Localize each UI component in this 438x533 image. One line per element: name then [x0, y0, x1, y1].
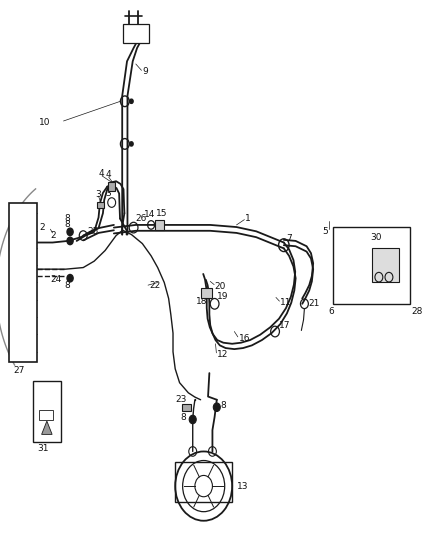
Text: 28: 28	[412, 308, 423, 316]
Bar	[333, 227, 410, 304]
Text: 11: 11	[280, 298, 292, 307]
Text: 22: 22	[149, 281, 160, 289]
Text: 15: 15	[155, 209, 167, 217]
Circle shape	[130, 99, 133, 103]
Text: 9: 9	[142, 68, 148, 76]
Text: 4: 4	[99, 169, 104, 177]
Circle shape	[67, 274, 73, 282]
Text: 25: 25	[88, 228, 99, 236]
Text: 16: 16	[239, 334, 250, 343]
Text: 29: 29	[390, 265, 401, 273]
Text: 31: 31	[37, 445, 49, 453]
Text: 3: 3	[95, 190, 101, 199]
Text: 8: 8	[64, 221, 70, 229]
Text: 19: 19	[217, 293, 229, 301]
Text: 7: 7	[286, 234, 292, 243]
Text: 8: 8	[180, 414, 186, 422]
Text: 5: 5	[323, 228, 328, 236]
Text: 2: 2	[39, 223, 45, 231]
Bar	[97, 202, 104, 208]
Circle shape	[67, 237, 73, 245]
Bar	[182, 404, 191, 411]
Text: 3: 3	[105, 189, 111, 198]
Bar	[201, 288, 212, 298]
Text: 8: 8	[220, 401, 226, 409]
Bar	[33, 381, 61, 442]
Text: 17: 17	[279, 321, 291, 329]
Text: 30: 30	[370, 233, 381, 241]
Text: 10: 10	[39, 118, 51, 127]
Text: 12: 12	[217, 350, 228, 359]
Text: 2: 2	[50, 231, 56, 240]
Text: 21: 21	[308, 300, 319, 308]
Text: 20: 20	[215, 282, 226, 290]
Text: 8: 8	[65, 214, 71, 223]
Bar	[372, 248, 399, 282]
Text: 8: 8	[64, 281, 70, 289]
Text: 18: 18	[196, 297, 208, 305]
Text: 1: 1	[245, 214, 251, 223]
Text: 27: 27	[13, 366, 25, 375]
Text: 4: 4	[105, 171, 111, 179]
Bar	[39, 410, 53, 420]
Text: 13: 13	[237, 482, 248, 490]
Bar	[108, 182, 115, 191]
Bar	[155, 220, 164, 230]
Text: 26: 26	[136, 214, 147, 223]
Bar	[123, 24, 149, 43]
Polygon shape	[42, 421, 52, 434]
Circle shape	[67, 228, 73, 236]
Text: 23: 23	[175, 395, 187, 404]
Text: 24: 24	[50, 276, 62, 284]
Bar	[175, 462, 232, 502]
Text: 14: 14	[144, 210, 155, 219]
Circle shape	[213, 403, 220, 411]
Circle shape	[189, 415, 196, 424]
Text: 6: 6	[328, 308, 334, 316]
Bar	[9, 203, 37, 362]
Circle shape	[130, 142, 133, 146]
